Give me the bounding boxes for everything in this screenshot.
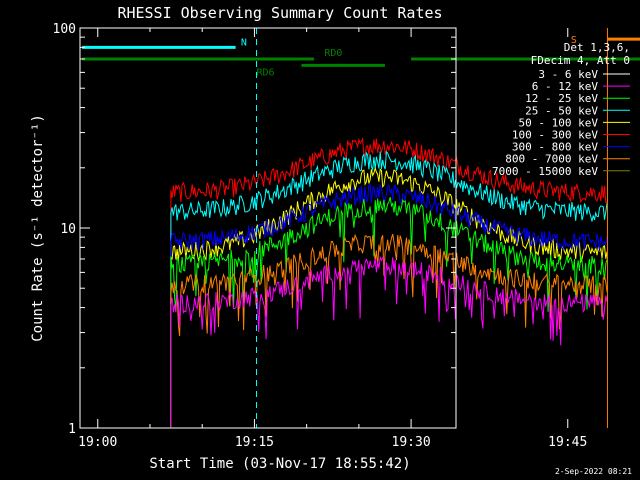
legend-label: 300 - 800 keV: [512, 141, 598, 154]
x-tick-label: 19:30: [392, 435, 431, 450]
axis-ticks: 19:0019:1519:3019:4520:0020:1520:3011010…: [53, 22, 588, 450]
x-tick-label: 19:15: [235, 435, 274, 450]
legend-header-line-2: FDecim 4, Att 0: [531, 54, 630, 67]
legend-label: 800 - 7000 keV: [505, 153, 598, 166]
footer-date: 2-Sep-2022 08:21: [555, 467, 632, 476]
flag-label: RD0: [324, 48, 342, 59]
x-tick-label: 19:45: [548, 435, 587, 450]
series-line: [170, 150, 608, 428]
series-lines: [170, 128, 608, 428]
series-line: [170, 128, 608, 428]
x-tick-label: 19:00: [78, 435, 117, 450]
legend-label: 12 - 25 keV: [525, 92, 598, 105]
legend-label: 7000 - 15000 keV: [492, 165, 598, 178]
flag-label: S: [571, 35, 577, 46]
flag-label: N: [241, 37, 247, 48]
legend-header-line-1: Det 1,3,6,: [564, 41, 630, 54]
vertical-lines: [256, 28, 608, 428]
flag-label: RD6: [257, 67, 275, 78]
series-line: [170, 233, 608, 428]
legend-label: 25 - 50 keV: [525, 104, 598, 117]
y-tick-label: 10: [60, 222, 76, 237]
series-line: [170, 183, 608, 428]
chart-title: RHESSI Observing Summary Count Rates: [117, 4, 442, 22]
legend-label: 100 - 300 keV: [512, 129, 598, 142]
y-tick-label: 1: [68, 422, 76, 437]
series-line: [170, 255, 608, 428]
series-line: [170, 137, 608, 428]
legend-label: 3 - 6 keV: [538, 68, 598, 81]
x-axis-label: Start Time (03-Nov-17 18:55:42): [149, 456, 410, 472]
legend-label: 50 - 100 keV: [519, 116, 599, 129]
y-tick-label: 100: [53, 22, 76, 37]
legend-label: 6 - 12 keV: [532, 80, 599, 93]
y-axis-label: Count Rate (s⁻¹ detector⁻¹): [30, 114, 46, 342]
flag-bars: N RD0 RD6 S: [82, 35, 640, 78]
series-line: [170, 196, 608, 428]
